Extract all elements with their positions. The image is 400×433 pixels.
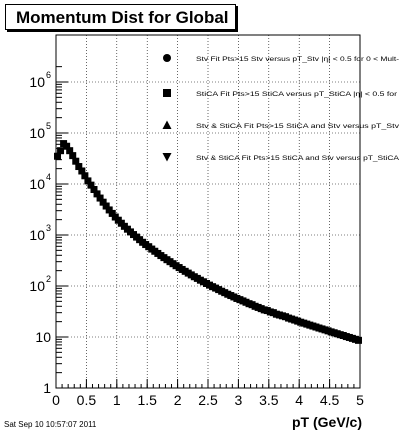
data-point <box>93 190 101 198</box>
y-tick-label: 10 <box>29 278 45 294</box>
y-tick-label: 10 <box>29 74 45 90</box>
data-point <box>78 167 86 175</box>
data-markers <box>54 140 362 344</box>
title-box: Momentum Dist for Global <box>5 4 236 30</box>
data-point <box>102 202 110 210</box>
legend-marker-circle <box>163 54 171 62</box>
y-tick-label: 10 <box>29 125 45 141</box>
timestamp: Sat Sep 10 10:57:07 2011 <box>4 420 97 429</box>
x-tick-label: 3 <box>235 392 243 408</box>
x-tick-label: 1.5 <box>137 392 157 408</box>
y-tick-exponent: 4 <box>46 172 51 182</box>
data-point <box>354 336 362 344</box>
x-tick-label: 0 <box>52 392 60 408</box>
y-tick-label: 1 <box>43 380 51 396</box>
x-axis-label: pT (GeV/c) <box>292 414 362 430</box>
data-point <box>66 147 74 155</box>
grid <box>55 35 361 389</box>
x-tick-label: 0.5 <box>77 392 97 408</box>
data-point <box>81 172 89 180</box>
y-tick-label: 10 <box>29 176 45 192</box>
x-tick-label: 1 <box>113 392 121 408</box>
chart-title: Momentum Dist for Global <box>16 8 229 27</box>
data-point <box>108 209 116 217</box>
x-tick-label: 2 <box>174 392 182 408</box>
y-tick-exponent: 2 <box>46 274 51 284</box>
data-point <box>90 186 98 194</box>
x-tick-label: 4 <box>295 392 303 408</box>
data-point <box>99 198 107 206</box>
legend-entry-label: Stv & StiCA Fit Pts>15 StiCA and Stv ver… <box>196 123 400 130</box>
x-tick-label: 4.5 <box>320 392 340 408</box>
data-point <box>84 177 92 185</box>
data-point <box>87 181 95 189</box>
data-point <box>57 147 65 155</box>
y-tick-label: 10 <box>35 329 51 345</box>
y-tick-exponent: 5 <box>46 121 51 131</box>
legend-marker-square <box>163 89 171 97</box>
legend-entry-label: Stv Fit Pts>15 Stv versus pT_Stv |η| < 0… <box>196 56 399 63</box>
data-point <box>63 142 71 150</box>
x-tick-label: 3.5 <box>259 392 279 408</box>
x-tick-label: 5 <box>356 392 364 408</box>
data-point <box>69 152 77 160</box>
legend-marker-triangle-down <box>162 153 172 162</box>
y-tick-exponent: 6 <box>46 70 51 80</box>
data-point <box>72 157 80 165</box>
legend-marker-triangle-up <box>162 120 172 129</box>
y-tick-label: 10 <box>29 227 45 243</box>
x-tick-label: 2.5 <box>198 392 218 408</box>
y-tick-exponent: 3 <box>46 223 51 233</box>
legend-entry-label: StiCA Fit Pts>15 StiCA versus pT_StiCA |… <box>196 91 398 98</box>
legend-entry-label: Stv & StiCA Fit Pts>15 StiCA and Stv ver… <box>196 155 400 162</box>
data-point <box>54 152 62 160</box>
legend: Stv Fit Pts>15 Stv versus pT_Stv |η| < 0… <box>162 54 400 162</box>
data-point <box>96 194 104 202</box>
data-point <box>75 163 83 171</box>
